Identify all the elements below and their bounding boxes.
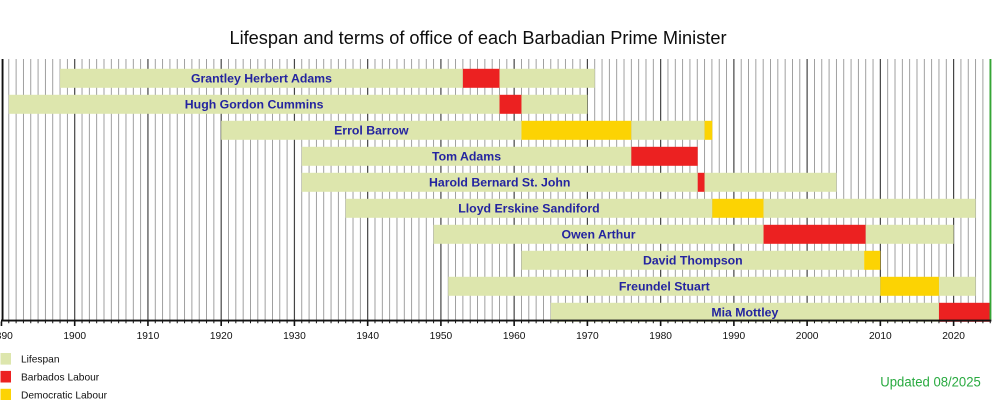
svg-text:1940: 1940 bbox=[356, 331, 379, 342]
svg-text:1920: 1920 bbox=[210, 331, 233, 342]
svg-text:Tom Adams: Tom Adams bbox=[432, 150, 501, 164]
svg-text:1950: 1950 bbox=[430, 331, 453, 342]
svg-text:1960: 1960 bbox=[503, 331, 526, 342]
svg-text:Barbados Labour: Barbados Labour bbox=[21, 373, 100, 384]
svg-text:1970: 1970 bbox=[576, 331, 599, 342]
svg-text:1930: 1930 bbox=[283, 331, 306, 342]
svg-text:1990: 1990 bbox=[723, 331, 746, 342]
svg-text:Owen Arthur: Owen Arthur bbox=[562, 228, 636, 242]
svg-text:1980: 1980 bbox=[649, 331, 672, 342]
svg-text:David Thompson: David Thompson bbox=[643, 254, 743, 268]
svg-text:Grantley Herbert Adams: Grantley Herbert Adams bbox=[191, 72, 332, 86]
svg-text:Errol Barrow: Errol Barrow bbox=[334, 124, 409, 138]
svg-text:Lifespan and terms of office o: Lifespan and terms of office of each Bar… bbox=[229, 28, 726, 48]
svg-text:2010: 2010 bbox=[869, 331, 892, 342]
svg-text:2000: 2000 bbox=[796, 331, 819, 342]
svg-text:Democratic Labour: Democratic Labour bbox=[21, 390, 108, 400]
svg-text:1910: 1910 bbox=[137, 331, 160, 342]
svg-text:Mia Mottley: Mia Mottley bbox=[711, 306, 778, 320]
svg-text:Hugh Gordon Cummins: Hugh Gordon Cummins bbox=[185, 98, 324, 112]
svg-text:Lifespan: Lifespan bbox=[21, 355, 60, 366]
svg-text:Lloyd Erskine Sandiford: Lloyd Erskine Sandiford bbox=[458, 202, 599, 216]
svg-text:Updated 08/2025: Updated 08/2025 bbox=[880, 374, 981, 390]
svg-text:2020: 2020 bbox=[942, 331, 965, 342]
svg-text:1890: 1890 bbox=[0, 331, 13, 342]
svg-text:Harold Bernard St. John: Harold Bernard St. John bbox=[429, 176, 570, 190]
svg-text:Freundel Stuart: Freundel Stuart bbox=[619, 280, 710, 294]
svg-text:1900: 1900 bbox=[63, 331, 86, 342]
